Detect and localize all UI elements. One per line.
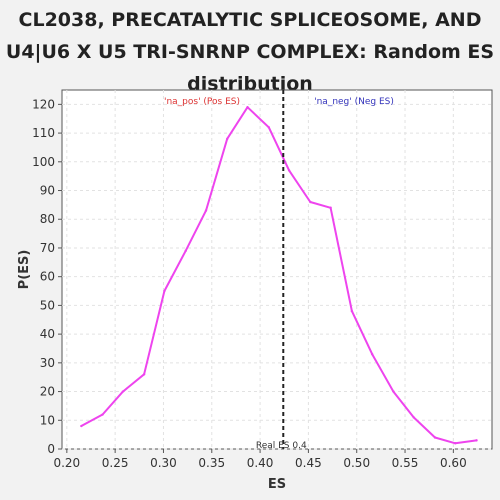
series-line <box>80 106 477 445</box>
data-point <box>80 424 83 428</box>
data-point <box>287 169 291 172</box>
data-point <box>121 390 125 393</box>
data-point <box>267 126 270 129</box>
x-tick-label: 0.30 <box>150 456 177 470</box>
x-tick-label: 0.45 <box>295 456 322 470</box>
data-point <box>433 436 437 439</box>
y-tick-label: 80 <box>40 212 55 226</box>
y-tick-label: 30 <box>40 356 55 370</box>
data-point <box>329 206 332 209</box>
y-tick-label: 40 <box>40 327 55 341</box>
y-tick-label: 90 <box>40 184 55 198</box>
x-tick-label: 0.20 <box>53 456 80 470</box>
plot-area <box>61 89 493 450</box>
real-es-label: Real ES 0.4 <box>256 441 307 451</box>
data-point <box>204 209 208 212</box>
y-tick-label: 20 <box>40 385 55 399</box>
y-tick-label: 0 <box>47 442 55 456</box>
data-point <box>246 106 249 109</box>
data-point <box>454 442 457 445</box>
chart-title-line-2: U4|U6 X U5 TRI-SNRNP COMPLEX: Random ES <box>5 41 495 63</box>
data-point <box>309 200 312 204</box>
data-point <box>412 416 415 419</box>
y-axis-label: P(ES) <box>17 250 32 290</box>
chart-title-line-1: CL2038, PRECATALYTIC SPLICEOSOME, AND <box>18 9 482 31</box>
y-tick-label: 50 <box>40 298 55 312</box>
data-point <box>370 353 374 356</box>
data-point <box>226 137 229 141</box>
neg-es-annotation: 'na_neg' (Neg ES) <box>314 97 394 107</box>
x-tick-label: 0.40 <box>247 456 274 470</box>
data-point <box>350 309 354 313</box>
y-tick-label: 120 <box>32 97 55 111</box>
y-tick-label: 10 <box>40 413 55 427</box>
x-tick-label: 0.50 <box>343 456 370 470</box>
x-axis-label: ES <box>268 477 286 492</box>
y-tick-label: 60 <box>40 270 55 284</box>
x-tick-label: 0.25 <box>102 456 129 470</box>
data-point <box>142 373 146 376</box>
x-tick-label: 0.35 <box>198 456 225 470</box>
data-point <box>392 390 395 393</box>
data-point <box>184 249 187 253</box>
x-tick-label: 0.55 <box>392 456 419 470</box>
pos-es-annotation: 'na_pos' (Pos ES) <box>164 97 240 107</box>
y-tick-label: 110 <box>32 126 55 140</box>
y-tick-label: 70 <box>40 241 55 255</box>
data-point <box>163 289 166 293</box>
x-tick-label: 0.60 <box>440 456 467 470</box>
data-point <box>475 439 478 442</box>
y-tick-label: 100 <box>32 155 55 169</box>
data-point <box>101 413 104 416</box>
